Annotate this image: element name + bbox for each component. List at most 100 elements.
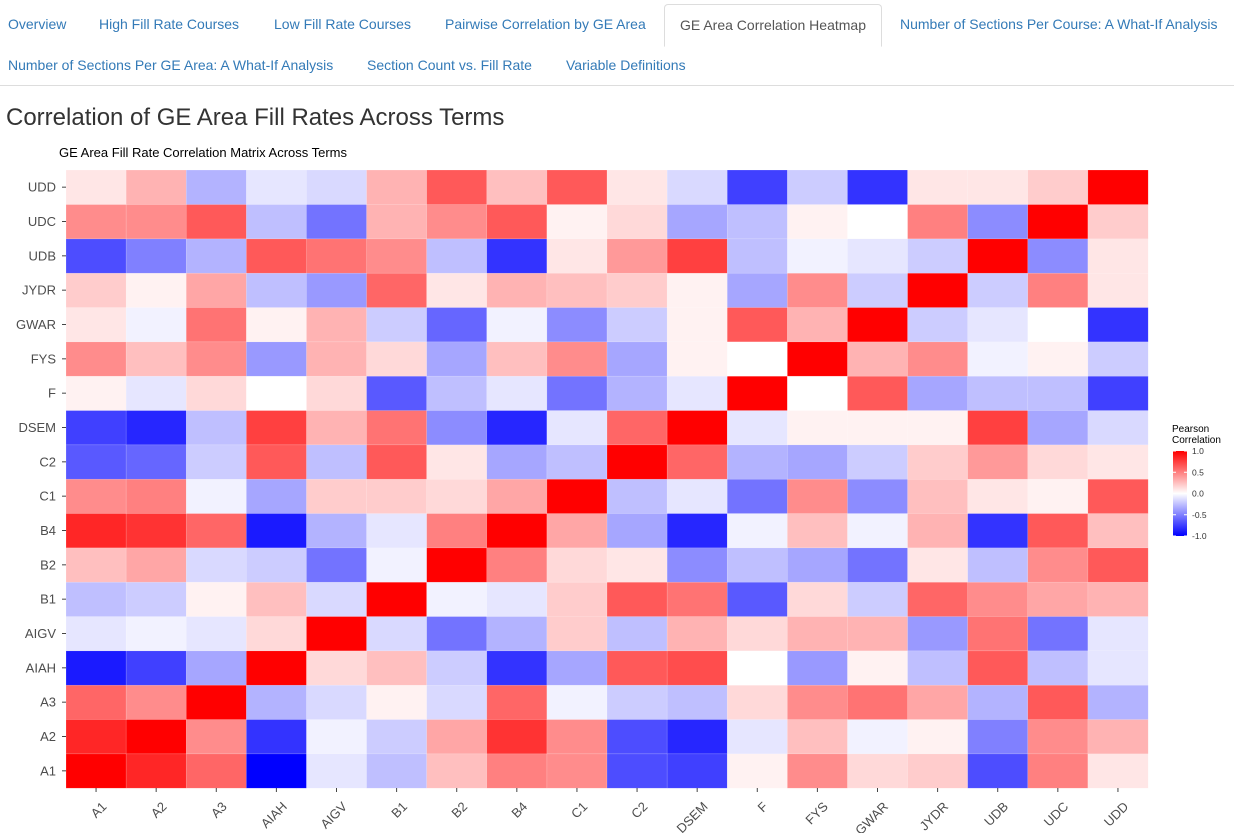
- heatmap-cell-C1-B1: [366, 478, 428, 514]
- heatmap-cell-B2-AIAH: [246, 547, 307, 583]
- heatmap-cell-B1-C2: [606, 581, 668, 617]
- heatmap-cell-AIGV-FYS: [787, 616, 848, 652]
- heatmap-cell-UDB-FYS: [787, 238, 848, 274]
- heatmap-cell-C2-UDD: [1087, 444, 1149, 480]
- heatmap-cell-C1-B4: [486, 478, 548, 514]
- x-tick-label: GWAR: [852, 799, 891, 833]
- heatmap-cell-A2-B1: [366, 719, 428, 755]
- heatmap-cell-C1-C1: [546, 478, 608, 514]
- tab-pairwise-correlation-by-ge-area[interactable]: Pairwise Correlation by GE Area: [445, 16, 646, 32]
- heatmap-cell-A2-B2: [426, 719, 488, 755]
- y-tick-label: F: [48, 386, 56, 401]
- heatmap-cell-DSEM-B1: [366, 410, 428, 446]
- y-tick-label: A1: [40, 763, 56, 778]
- heatmap-cell-DSEM-C2: [606, 410, 668, 446]
- heatmap-cell-JYDR-C1: [546, 272, 608, 308]
- y-tick-label: UDD: [28, 180, 56, 195]
- legend-tick-label: 1.0: [1192, 446, 1204, 456]
- heatmap-cell-GWAR-F: [726, 307, 788, 343]
- heatmap-cell-B4-AIAH: [246, 513, 307, 549]
- tab-low-fill-rate-courses[interactable]: Low Fill Rate Courses: [274, 16, 411, 32]
- heatmap-cell-UDD-JYDR: [907, 169, 969, 205]
- heatmap-cell-B2-AIGV: [306, 547, 368, 583]
- heatmap-cell-JYDR-GWAR: [847, 272, 909, 308]
- nav-tabs: Overview High Fill Rate Courses Low Fill R…: [0, 0, 1234, 86]
- heatmap-cell-C2-UDB: [967, 444, 1029, 480]
- heatmap-cell-FYS-B2: [426, 341, 488, 377]
- heatmap-cell-B1-FYS: [787, 581, 848, 617]
- tab-number-of-sections-per-course-a-what-if-analysis[interactable]: Number of Sections Per Course: A What-If…: [900, 16, 1218, 32]
- heatmap-cell-C1-FYS: [787, 478, 848, 514]
- heatmap-cell-B4-FYS: [787, 513, 848, 549]
- tab-overview[interactable]: Overview: [8, 16, 67, 32]
- heatmap-cell-AIGV-AIGV: [306, 616, 368, 652]
- heatmap-cell-A2-DSEM: [666, 719, 728, 755]
- tab-high-fill-rate-courses[interactable]: High Fill Rate Courses: [99, 16, 240, 32]
- heatmap-cell-F-A3: [185, 375, 247, 411]
- heatmap-cell-C1-GWAR: [847, 478, 909, 514]
- heatmap-cell-A1-FYS: [787, 753, 848, 789]
- heatmap-cell-GWAR-GWAR: [847, 307, 909, 343]
- correlation-heatmap: GE Area Fill Rate Correlation Matrix Acr…: [0, 138, 1234, 838]
- tab-variable-definitions[interactable]: Variable Definitions: [566, 57, 686, 73]
- heatmap-cell-UDC-A3: [185, 204, 247, 240]
- heatmap-cell-UDB-C2: [606, 238, 668, 274]
- heatmap-cell-A1-A3: [185, 753, 247, 789]
- heatmap-cell-A3-UDB: [967, 684, 1029, 720]
- heatmap-cell-B1-GWAR: [847, 581, 909, 617]
- heatmap-cell-AIGV-B1: [366, 616, 428, 652]
- heatmap-cell-JYDR-JYDR: [907, 272, 969, 308]
- heatmap-cell-F-C1: [546, 375, 608, 411]
- heatmap-cell-B4-B4: [486, 513, 548, 549]
- heatmap-cell-F-B2: [426, 375, 488, 411]
- heatmap-cell-FYS-C1: [546, 341, 608, 377]
- heatmap-cell-UDC-GWAR: [847, 204, 909, 240]
- heatmap-cell-UDC-UDB: [967, 204, 1029, 240]
- x-tick-label: B1: [388, 799, 410, 821]
- heatmap-cell-GWAR-A1: [65, 307, 127, 343]
- heatmap-cell-UDD-B2: [426, 169, 488, 205]
- legend-tick-label: 0.5: [1192, 467, 1204, 477]
- heatmap-cell-AIGV-C1: [546, 616, 608, 652]
- y-tick-label: A3: [40, 695, 56, 710]
- heatmap-cell-UDB-AIGV: [306, 238, 368, 274]
- heatmap-cell-AIAH-FYS: [787, 650, 848, 686]
- heatmap-cell-JYDR-AIAH: [246, 272, 307, 308]
- y-tick-label: AIAH: [26, 660, 56, 675]
- heatmap-cell-F-JYDR: [907, 375, 969, 411]
- heatmap-cell-UDC-B2: [426, 204, 488, 240]
- heatmap-cell-FYS-C2: [606, 341, 668, 377]
- heatmap-cell-DSEM-AIAH: [246, 410, 307, 446]
- heatmap-cell-F-DSEM: [666, 375, 728, 411]
- heatmap-cell-FYS-DSEM: [666, 341, 728, 377]
- x-tick-label: A1: [88, 799, 110, 821]
- x-tick-label: B4: [508, 799, 530, 821]
- heatmap-cell-DSEM-GWAR: [847, 410, 909, 446]
- legend-tick-label: -0.5: [1192, 510, 1207, 520]
- x-tick-label: B2: [448, 799, 470, 821]
- heatmap-cell-B2-DSEM: [666, 547, 728, 583]
- y-tick-label: UDB: [29, 248, 56, 263]
- heatmap-cell-UDB-JYDR: [907, 238, 969, 274]
- tab-section-count-vs-fill-rate[interactable]: Section Count vs. Fill Rate: [367, 57, 532, 73]
- heatmap-cell-B1-AIGV: [306, 581, 368, 617]
- heatmap-cell-A1-F: [726, 753, 788, 789]
- heatmap-cell-AIGV-GWAR: [847, 616, 909, 652]
- heatmap-cell-UDD-C2: [606, 169, 668, 205]
- heatmap-cell-C1-JYDR: [907, 478, 969, 514]
- heatmap-cell-GWAR-B1: [366, 307, 428, 343]
- heatmap-cell-DSEM-C1: [546, 410, 608, 446]
- heatmap-cell-B2-UDD: [1087, 547, 1149, 583]
- heatmap-cell-JYDR-A3: [185, 272, 247, 308]
- heatmap-cell-A1-B1: [366, 753, 428, 789]
- heatmap-cell-AIGV-UDB: [967, 616, 1029, 652]
- heatmap-cell-AIAH-F: [726, 650, 788, 686]
- x-tick-label: UDB: [981, 799, 1011, 829]
- tab-ge-area-correlation-heatmap[interactable]: GE Area Correlation Heatmap: [664, 4, 882, 47]
- heatmap-cell-FYS-A3: [185, 341, 247, 377]
- tab-number-of-sections-per-ge-area-a-what-if-analysis[interactable]: Number of Sections Per GE Area: A What-I…: [8, 57, 334, 73]
- legend-tick-label: 0.0: [1192, 489, 1204, 499]
- heatmap-cell-AIAH-UDD: [1087, 650, 1149, 686]
- heatmap-cell-AIGV-C2: [606, 616, 668, 652]
- heatmap-cell-B4-F: [726, 513, 788, 549]
